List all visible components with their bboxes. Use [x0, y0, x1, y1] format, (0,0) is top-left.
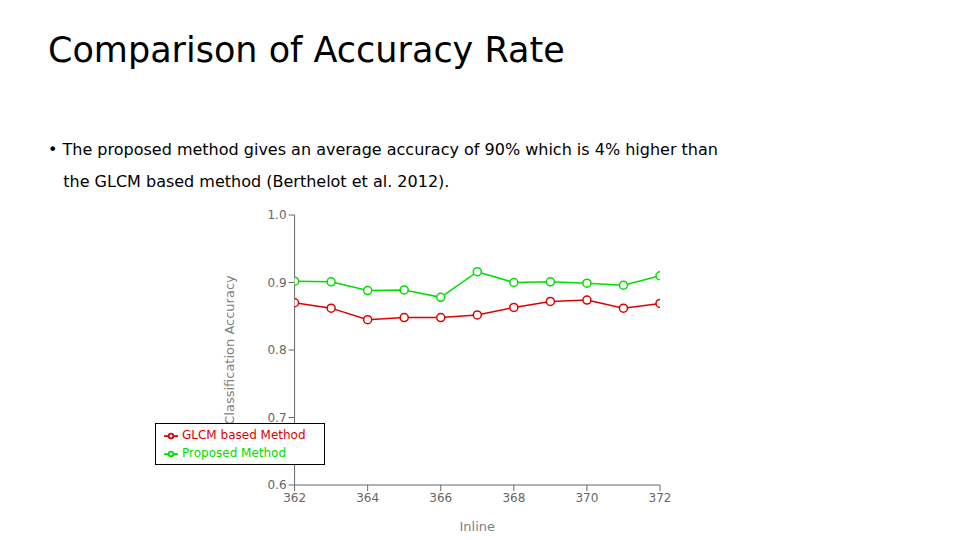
svg-text:362: 362: [283, 491, 306, 505]
svg-text:Classification Accuracy: Classification Accuracy: [222, 275, 237, 425]
svg-text:0.7: 0.7: [267, 411, 286, 425]
html-text:• The proposed method gives an: • The proposed method gives an average a…: [48, 140, 718, 159]
html-text:GLCM based Method: GLCM based Method: [182, 428, 306, 442]
svg-text:0.8: 0.8: [267, 343, 286, 357]
svg-text:370: 370: [575, 491, 598, 505]
svg-text:366: 366: [429, 491, 452, 505]
html-text:the GLCM based method (Berthel: the GLCM based method (Berthelot et al. …: [48, 172, 450, 191]
svg-text:1.0: 1.0: [267, 208, 286, 222]
svg-text:368: 368: [502, 491, 525, 505]
svg-text:372: 372: [649, 491, 672, 505]
html-text:Comparison of Accuracy Rate: Comparison of Accuracy Rate: [48, 30, 565, 70]
svg-text:Inline: Inline: [460, 519, 496, 534]
svg-text:0.9: 0.9: [267, 276, 286, 290]
svg-text:364: 364: [356, 491, 379, 505]
svg-text:0.6: 0.6: [267, 478, 286, 492]
html-text:Proposed Method: Proposed Method: [182, 446, 287, 460]
